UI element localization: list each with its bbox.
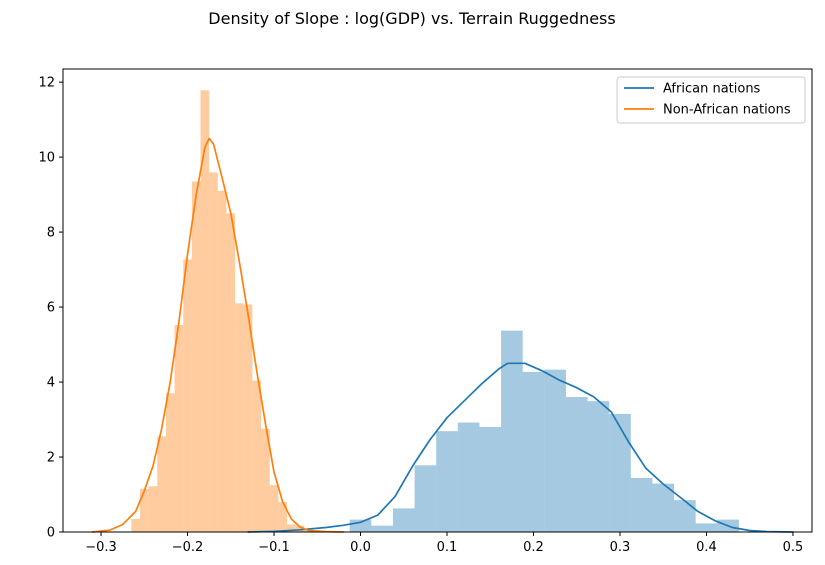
x-tick-label: −0.1	[258, 540, 290, 555]
hist-bar-non-african-18	[287, 524, 296, 532]
legend-label-african: African nations	[663, 82, 761, 97]
hist-bar-african-6	[479, 427, 502, 532]
x-tick-label: −0.3	[85, 540, 117, 555]
y-tick-label: 8	[47, 226, 55, 241]
y-tick-label: 12	[38, 76, 55, 91]
hist-bar-non-african-9	[209, 172, 218, 533]
hist-bar-non-african-11	[226, 213, 236, 532]
hist-bar-african-3	[414, 465, 437, 532]
hist-bar-non-african-6	[183, 259, 192, 532]
hist-bar-non-african-15	[261, 428, 270, 532]
y-tick-label: 0	[47, 526, 55, 541]
histogram-bars	[131, 90, 739, 533]
legend-box	[616, 76, 806, 124]
legend: African nations Non-African nations	[616, 76, 806, 124]
hist-bar-non-african-10	[217, 190, 227, 532]
x-axis: −0.3 −0.2 −0.1 0.0 0.1 0.2 0.3 0.4 0.5	[85, 532, 803, 555]
hist-bar-african-9	[544, 369, 566, 532]
kde-curves	[91, 137, 794, 533]
hist-bar-non-african-4	[165, 393, 175, 532]
hist-bar-african-16	[695, 523, 718, 532]
hist-bar-african-2	[392, 508, 415, 532]
hist-bar-non-african-2	[148, 486, 158, 532]
hist-bar-non-african-8	[200, 90, 210, 532]
plot-frame	[62, 68, 813, 533]
x-tick-label: 0.3	[610, 540, 631, 555]
hist-bar-african-14	[652, 483, 675, 532]
hist-bar-non-african-17	[278, 502, 288, 532]
x-tick-label: 0.1	[437, 540, 458, 555]
hist-bar-african-15	[674, 500, 696, 532]
y-tick-label: 4	[47, 376, 55, 391]
hist-bar-non-african-0	[131, 518, 140, 532]
hist-bar-non-african-13	[243, 304, 253, 532]
x-tick-label: −0.2	[172, 540, 204, 555]
hist-bar-african-13	[630, 478, 653, 532]
hist-bar-non-african-19	[295, 525, 305, 532]
x-tick-label: 0.4	[696, 540, 717, 555]
x-tick-label: 0.2	[523, 540, 544, 555]
hist-bar-non-african-12	[235, 303, 244, 532]
hist-bar-african-1	[371, 525, 393, 532]
hist-bar-non-african-16	[269, 485, 279, 532]
x-tick-label: 0.0	[350, 540, 371, 555]
legend-label-non-african: Non-African nations	[663, 103, 791, 118]
kde-line-non-african	[91, 137, 345, 533]
y-tick-label: 6	[47, 301, 55, 316]
hist-bar-african-10	[565, 397, 588, 532]
y-axis: 0 2 4 6 8 10 12	[38, 76, 63, 541]
hist-bar-non-african-7	[191, 181, 201, 532]
hist-bar-african-8	[522, 371, 545, 532]
hist-bar-african-12	[609, 413, 631, 532]
hist-bar-non-african-3	[157, 436, 166, 532]
hist-bar-non-african-1	[139, 488, 149, 532]
chart-title: Density of Slope : log(GDP) vs. Terrain …	[208, 9, 615, 28]
hist-bar-african-4	[436, 431, 458, 532]
y-tick-label: 2	[47, 451, 55, 466]
hist-bar-african-7	[501, 330, 523, 532]
x-tick-label: 0.5	[783, 540, 804, 555]
hist-bar-african-5	[457, 422, 480, 532]
hist-bar-non-african-5	[174, 325, 184, 532]
kde-line-african	[247, 362, 794, 533]
hist-bar-non-african-14	[252, 380, 262, 532]
hist-bar-african-11	[587, 401, 610, 532]
y-tick-label: 10	[38, 151, 55, 166]
